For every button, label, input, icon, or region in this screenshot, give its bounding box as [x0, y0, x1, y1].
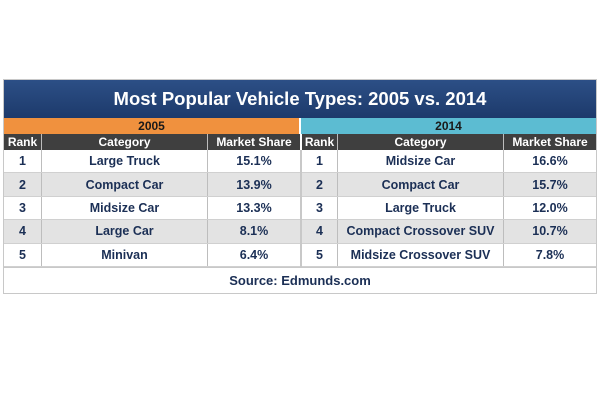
table-row: 1 Large Truck 15.1% [4, 150, 300, 174]
category-cell: Midsize Crossover SUV [338, 243, 504, 266]
category-cell: Compact Car [42, 173, 208, 196]
table-row: 4 Large Car 8.1% [4, 220, 300, 244]
table-row: 5 Midsize Crossover SUV 7.8% [302, 243, 596, 267]
column-headers-2005: Rank Category Market Share [4, 134, 300, 150]
rank-cell: 1 [302, 150, 338, 173]
table-body: 1 Large Truck 15.1% 2 Compact Car 13.9% … [4, 150, 596, 267]
year-header-row: 2005 2014 [4, 118, 596, 134]
vehicle-comparison-table: Most Popular Vehicle Types: 2005 vs. 201… [3, 79, 597, 294]
table-row: 2 Compact Car 13.9% [4, 173, 300, 197]
rank-cell: 1 [4, 150, 42, 173]
share-cell: 15.1% [236, 154, 272, 169]
share-cell: 13.3% [236, 200, 272, 215]
rank-cell: 4 [4, 220, 42, 243]
rank-header: Rank [302, 134, 338, 150]
share-cell: 6.4% [239, 247, 269, 262]
market-share-header: Market Share [216, 135, 292, 149]
share-cell: 16.6% [532, 154, 568, 169]
category-cell: Large Car [42, 220, 208, 243]
category-header: Category [42, 134, 208, 150]
share-cell: 15.7% [532, 177, 568, 192]
table-row: 3 Large Truck 12.0% [302, 196, 596, 221]
table-row: 2 Compact Car 15.7% [302, 173, 596, 197]
share-cell: 12.0% [532, 200, 568, 215]
category-cell: Compact Crossover SUV [338, 220, 504, 243]
rank-cell: 4 [302, 220, 338, 243]
table-row: 3 Midsize Car 13.3% [4, 196, 300, 221]
table-title: Most Popular Vehicle Types: 2005 vs. 201… [4, 80, 596, 118]
share-cell: 13.9% [236, 177, 272, 192]
year-2014-header: 2014 [299, 118, 596, 134]
rank-header: Rank [4, 134, 42, 150]
category-cell: Large Truck [42, 150, 208, 173]
column-header-row: Rank Category Market Share Rank Category… [4, 134, 596, 150]
rank-cell: 3 [302, 196, 338, 220]
share-cell: 10.7% [532, 224, 568, 239]
rank-cell: 2 [4, 173, 42, 196]
rank-cell: 3 [4, 196, 42, 220]
share-cell: 7.8% [535, 247, 565, 262]
rank-cell: 2 [302, 173, 338, 196]
table-row: 4 Compact Crossover SUV 10.7% [302, 220, 596, 244]
category-header: Category [338, 134, 504, 150]
table-2014: 1 Midsize Car 16.6% 2 Compact Car 15.7% … [300, 150, 596, 267]
source-note: Source: Edmunds.com [4, 266, 596, 294]
share-cell: 8.1% [239, 224, 269, 239]
category-cell: Large Truck [338, 196, 504, 220]
column-headers-2014: Rank Category Market Share [300, 134, 596, 150]
table-2005: 1 Large Truck 15.1% 2 Compact Car 13.9% … [4, 150, 300, 267]
category-cell: Midsize Car [42, 196, 208, 220]
year-2005-header: 2005 [4, 118, 299, 134]
table-row: 1 Midsize Car 16.6% [302, 150, 596, 174]
market-share-header: Market Share [512, 135, 588, 149]
rank-cell: 5 [4, 243, 42, 266]
category-cell: Minivan [42, 243, 208, 266]
table-row: 5 Minivan 6.4% [4, 243, 300, 267]
category-cell: Compact Car [338, 173, 504, 196]
rank-cell: 5 [302, 243, 338, 266]
category-cell: Midsize Car [338, 150, 504, 173]
